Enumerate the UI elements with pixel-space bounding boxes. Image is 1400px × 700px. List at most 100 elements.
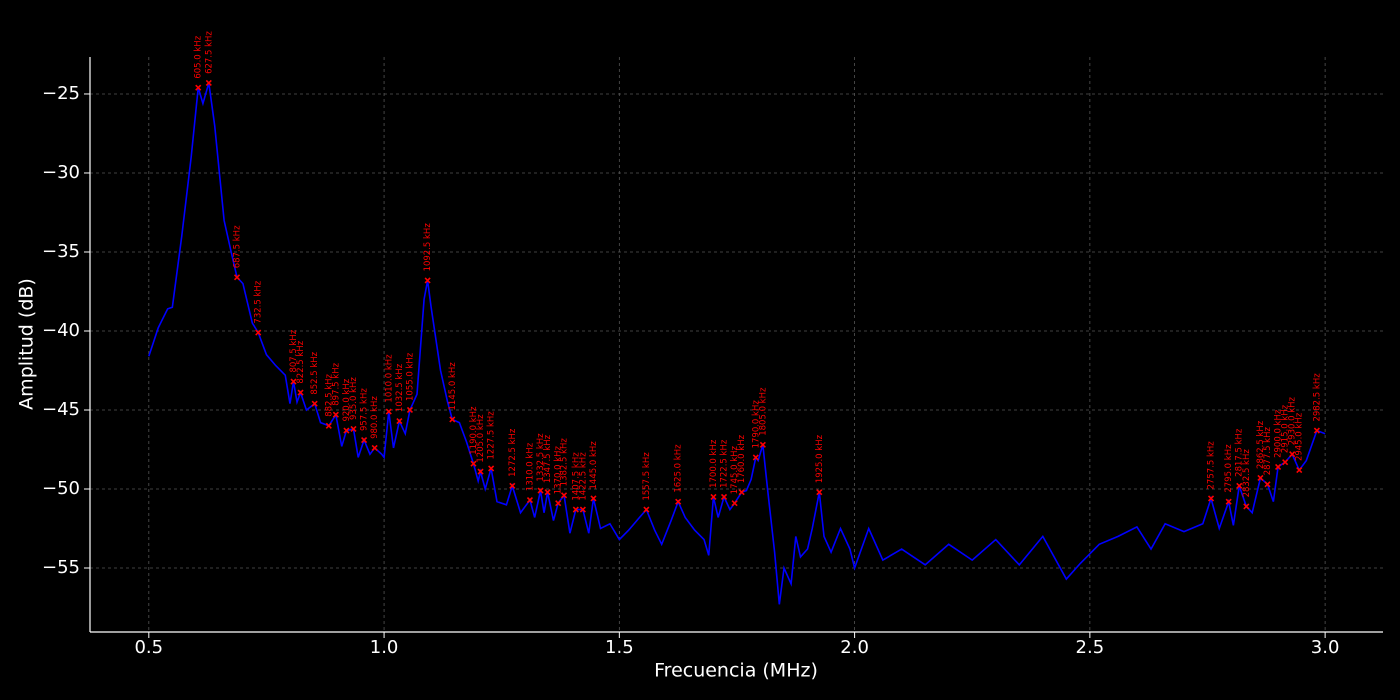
peak-label: 852.5 kHz: [310, 351, 320, 394]
peak-label: 1422.5 kHz: [578, 452, 588, 501]
peak-label: 1745.0 kHz: [730, 445, 740, 494]
peak-marker: [371, 444, 378, 451]
peak-label: 2915.0 kHz: [1281, 404, 1291, 453]
peak-marker: [509, 482, 516, 489]
peak-marker: [1225, 498, 1232, 505]
peak-label: 2795.0 kHz: [1224, 444, 1234, 493]
peak-marker: [350, 425, 357, 433]
peak-marker: [1289, 451, 1296, 458]
peak-marker: [1296, 466, 1303, 474]
peak-label: 2757.5 kHz: [1207, 441, 1217, 490]
peak-label: 1407.5 kHz: [571, 452, 581, 501]
peak-marker: [738, 489, 745, 496]
peak-marker: [332, 411, 339, 418]
peak-label: 605.0 kHz: [194, 35, 204, 78]
peak-marker: [675, 498, 682, 505]
peak-marker: [325, 422, 332, 429]
peak-label: 1272.5 kHz: [508, 428, 518, 477]
peak-label: 935.0 kHz: [349, 377, 359, 420]
peak-label: 1445.0 kHz: [589, 441, 599, 490]
peak-label: 1310.0 kHz: [525, 442, 535, 491]
peak-label: 1925.0 kHz: [815, 434, 825, 483]
y-tick-label: −25: [42, 83, 80, 104]
peak-marker: [297, 389, 304, 396]
peak-label: 920.0 kHz: [342, 378, 352, 421]
peak-label: 2945.0 kHz: [1295, 412, 1305, 461]
peak-label: 1145.0 kHz: [448, 362, 458, 411]
peak-label: 1790.0 kHz: [751, 400, 761, 449]
peak-label: 1227.5 kHz: [487, 411, 497, 460]
peak-marker: [572, 506, 579, 513]
peak-marker: [1313, 427, 1320, 434]
peak-marker: [488, 465, 495, 472]
peak-marker: [195, 84, 202, 91]
peak-marker: [544, 489, 551, 496]
spectrum-line: [148, 82, 1326, 605]
x-tick-label: 0.5: [134, 637, 163, 658]
peak-marker: [255, 329, 262, 336]
y-tick-label: −40: [42, 320, 80, 341]
peak-marker: [1275, 463, 1282, 470]
peak-label: 1722.5 kHz: [720, 439, 730, 488]
x-tick-label: 2.5: [1076, 637, 1105, 658]
peak-marker: [477, 468, 484, 475]
peak-marker: [361, 436, 368, 444]
peak-label: 1382.5 kHz: [560, 438, 570, 487]
peak-label: 2817.5 kHz: [1235, 428, 1245, 477]
peak-label: 1370.0 kHz: [554, 445, 564, 494]
peak-marker: [752, 454, 759, 461]
peak-label: 1055.0 kHz: [405, 352, 415, 401]
peak-marker: [385, 408, 392, 415]
peak-label: 2930.0 kHz: [1288, 396, 1298, 445]
peak-label: 1190.0 kHz: [469, 406, 479, 455]
y-tick-label: −45: [42, 399, 80, 420]
peak-marker: [526, 496, 534, 504]
peak-label: 1557.5 kHz: [642, 452, 652, 501]
peak-marker: [233, 274, 241, 281]
peak-label: 2982.5 kHz: [1312, 373, 1322, 422]
peak-label: 1332.5 kHz: [536, 433, 546, 482]
peak-label: 2877.5 kHz: [1263, 427, 1273, 476]
peak-label: 1760.0 kHz: [737, 434, 747, 483]
peak-marker: [816, 489, 823, 496]
peak-label: 627.5 kHz: [204, 31, 214, 74]
x-tick-label: 1.5: [605, 637, 634, 658]
peak-label: 822.5 kHz: [296, 340, 306, 383]
peak-marker: [424, 277, 431, 284]
peak-marker: [1207, 495, 1215, 502]
x-tick-label: 1.0: [370, 637, 399, 658]
peak-label: 1805.0 kHz: [758, 387, 768, 436]
peak-label: 1032.5 kHz: [395, 363, 405, 412]
peak-label: 897.5 kHz: [331, 362, 341, 405]
peak-marker: [560, 492, 568, 499]
peak-marker: [449, 416, 456, 423]
peak-marker: [720, 493, 728, 500]
peak-marker: [1264, 481, 1271, 488]
peak-label: 1347.5 kHz: [543, 434, 553, 483]
y-tick-label: −30: [42, 162, 80, 183]
peak-marker: [311, 400, 318, 407]
peak-marker: [406, 406, 414, 414]
peak-marker: [343, 427, 350, 434]
peak-marker: [555, 500, 562, 507]
peak-marker: [290, 378, 297, 385]
peak-marker: [759, 441, 766, 448]
peak-label: 687.5 kHz: [233, 225, 243, 268]
peak-marker: [710, 493, 717, 500]
y-tick-label: −50: [42, 478, 80, 499]
peak-label: 2862.5 kHz: [1256, 420, 1266, 469]
peak-label: 1092.5 kHz: [423, 223, 433, 272]
y-tick-label: −55: [42, 557, 80, 578]
peak-label: 1010.0 kHz: [384, 354, 394, 403]
peak-label: 882.5 kHz: [324, 373, 334, 416]
peak-marker: [1257, 474, 1264, 482]
peak-marker: [396, 417, 403, 425]
x-tick-label: 2.0: [840, 637, 869, 658]
y-axis-label: Amplitud (dB): [16, 278, 38, 410]
peak-label: 1700.0 kHz: [709, 439, 719, 488]
peak-marker: [1282, 459, 1289, 466]
y-tick-label: −35: [42, 241, 80, 262]
peak-marker: [1236, 482, 1243, 489]
